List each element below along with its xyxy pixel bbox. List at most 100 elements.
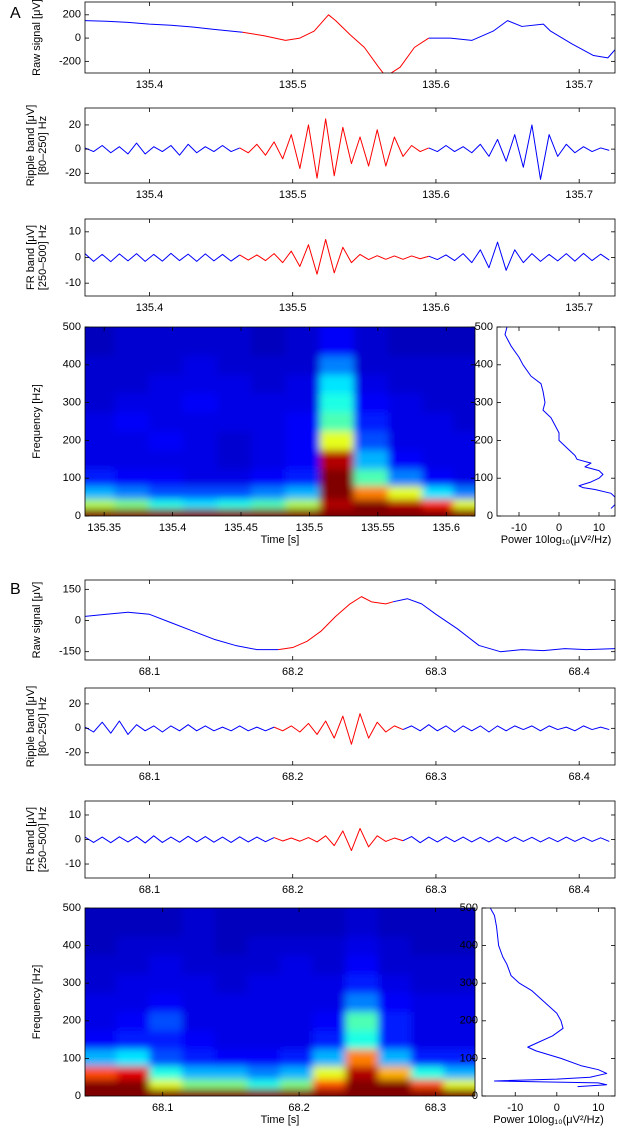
- heatmap-cell: [85, 485, 115, 500]
- heatmap-cell: [214, 1079, 248, 1089]
- heatmap-cell: [280, 1065, 314, 1080]
- chart: 68.1 68.2 68.3 68.4 -150 0 150 Raw signal [μV]: [31, 579, 616, 678]
- heatmap-cell: [353, 374, 389, 394]
- axes-frame: [84, 579, 616, 661]
- y-axis-label: Frequency [Hz]: [31, 384, 43, 459]
- heatmap-cell: [181, 1088, 216, 1096]
- heatmap-cell: [285, 393, 321, 413]
- heatmap-cell: [353, 327, 389, 356]
- heatmap-cell: [285, 508, 321, 516]
- heatmap-cell: [443, 1030, 475, 1050]
- x-tick-label: 135.35: [87, 522, 121, 534]
- heatmap-cell: [312, 936, 346, 956]
- heatmap-cell: [148, 327, 184, 356]
- heatmap-cell: [181, 1030, 216, 1050]
- y-axis-label: Ripple band [μV]: [25, 105, 37, 187]
- y-tick-label: 500: [475, 321, 493, 333]
- heatmap-cell: [312, 1011, 346, 1031]
- heatmap-cell: [422, 430, 454, 451]
- x-axis-label: Power 10log₁₀(μV²/Hz): [501, 534, 612, 546]
- heatmap-cell: [280, 1088, 314, 1096]
- heatmap-cell: [378, 1030, 412, 1050]
- x-tick-label: 135.5: [279, 79, 307, 91]
- heatmap-cell: [388, 468, 423, 487]
- y-tick-label: 200: [63, 9, 81, 21]
- heatmap-cell: [148, 485, 184, 500]
- heatmap-cell: [345, 955, 379, 975]
- x-tick-label: 0: [554, 1102, 560, 1114]
- heatmap-cell: [148, 412, 184, 432]
- heatmap-cell: [116, 1065, 150, 1080]
- heatmap-cell: [148, 508, 184, 516]
- x-tick-label: 68.4: [568, 666, 589, 678]
- y-axis-label: FR band [μV]: [25, 807, 37, 872]
- heatmap-cell: [85, 327, 115, 356]
- heatmap-cell: [345, 1011, 379, 1031]
- heatmap-cell: [217, 393, 252, 413]
- heatmap-cell: [85, 412, 115, 432]
- panel-label: A: [10, 5, 21, 22]
- y-tick-label: 300: [63, 397, 81, 409]
- heatmap-cell: [251, 327, 286, 356]
- heatmap-cell: [251, 449, 286, 470]
- heatmap-cell: [116, 992, 150, 1012]
- x-tick-label: 135.5: [296, 522, 324, 534]
- heatmap-cell: [319, 449, 355, 470]
- heatmap-cell: [312, 973, 346, 994]
- heatmap-cell: [353, 508, 389, 516]
- heatmap-cell: [453, 498, 475, 509]
- heatmap-cell: [214, 973, 248, 994]
- heatmap-cell: [114, 468, 150, 487]
- y-tick-label: 300: [63, 977, 81, 989]
- heatmap-cell: [285, 374, 321, 394]
- heatmap-cell: [312, 1065, 346, 1080]
- heatmap-cell: [443, 992, 475, 1012]
- heatmap-cell: [217, 485, 252, 500]
- heatmap-cell: [285, 327, 321, 356]
- x-tick-label: 68.4: [568, 884, 589, 896]
- y-tick-label: 300: [475, 397, 493, 409]
- heatmap-cell: [114, 498, 150, 509]
- heatmap-cell: [149, 955, 183, 975]
- y-tick-label: 10: [69, 226, 81, 238]
- heatmap-cell: [148, 449, 184, 470]
- heatmap-cell: [148, 374, 184, 394]
- heatmap-cell: [182, 412, 218, 432]
- heatmap-cell: [217, 355, 252, 375]
- y-tick-label: 0: [75, 1090, 81, 1102]
- heatmap-cell: [345, 908, 379, 937]
- heatmap-cell: [217, 449, 252, 470]
- heatmap-cell: [251, 498, 286, 509]
- axes-frame: [496, 326, 616, 517]
- heatmap-cell: [149, 936, 183, 956]
- y-tick-label: 150: [63, 583, 81, 595]
- heatmap-cell: [388, 393, 423, 413]
- y-tick-label: 100: [63, 1052, 81, 1064]
- heatmap-cell: [114, 393, 150, 413]
- heatmap-cell: [388, 430, 423, 451]
- heatmap-cell: [214, 1011, 248, 1031]
- x-tick-label: 135.7: [565, 79, 593, 91]
- axes-frame: [84, 907, 476, 1097]
- axes-frame: [481, 907, 616, 1097]
- y-axis-label: Ripple band [μV]: [25, 686, 37, 768]
- heatmap-cell: [285, 498, 321, 509]
- heatmap-cell: [345, 936, 379, 956]
- heatmap-cell: [181, 1079, 216, 1089]
- heatmap-cell: [116, 1030, 150, 1050]
- heatmap-cell: [217, 374, 252, 394]
- chart: 135.4 135.5 135.6 135.7 -200 0 200 Raw signal […: [31, 0, 616, 91]
- chart: 68.1 68.2 68.3 0 100 200 300 400 500 Time [s] Freq…: [31, 902, 476, 1126]
- heatmap-cell: [285, 355, 321, 375]
- heatmap-cell: [285, 485, 321, 500]
- heatmap-cell: [280, 955, 314, 975]
- heatmap-cell: [443, 908, 475, 937]
- heatmap-cell: [443, 1065, 475, 1080]
- heatmap-cell: [410, 1079, 445, 1089]
- heatmap-cell: [149, 1079, 183, 1089]
- trace: [239, 239, 429, 275]
- trace: [85, 252, 240, 263]
- heatmap-cell: [319, 430, 355, 451]
- heatmap-cell: [247, 1011, 281, 1031]
- heatmap-cell: [443, 973, 475, 994]
